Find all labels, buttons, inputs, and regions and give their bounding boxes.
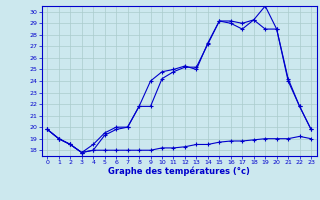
X-axis label: Graphe des températures (°c): Graphe des températures (°c) <box>108 167 250 176</box>
